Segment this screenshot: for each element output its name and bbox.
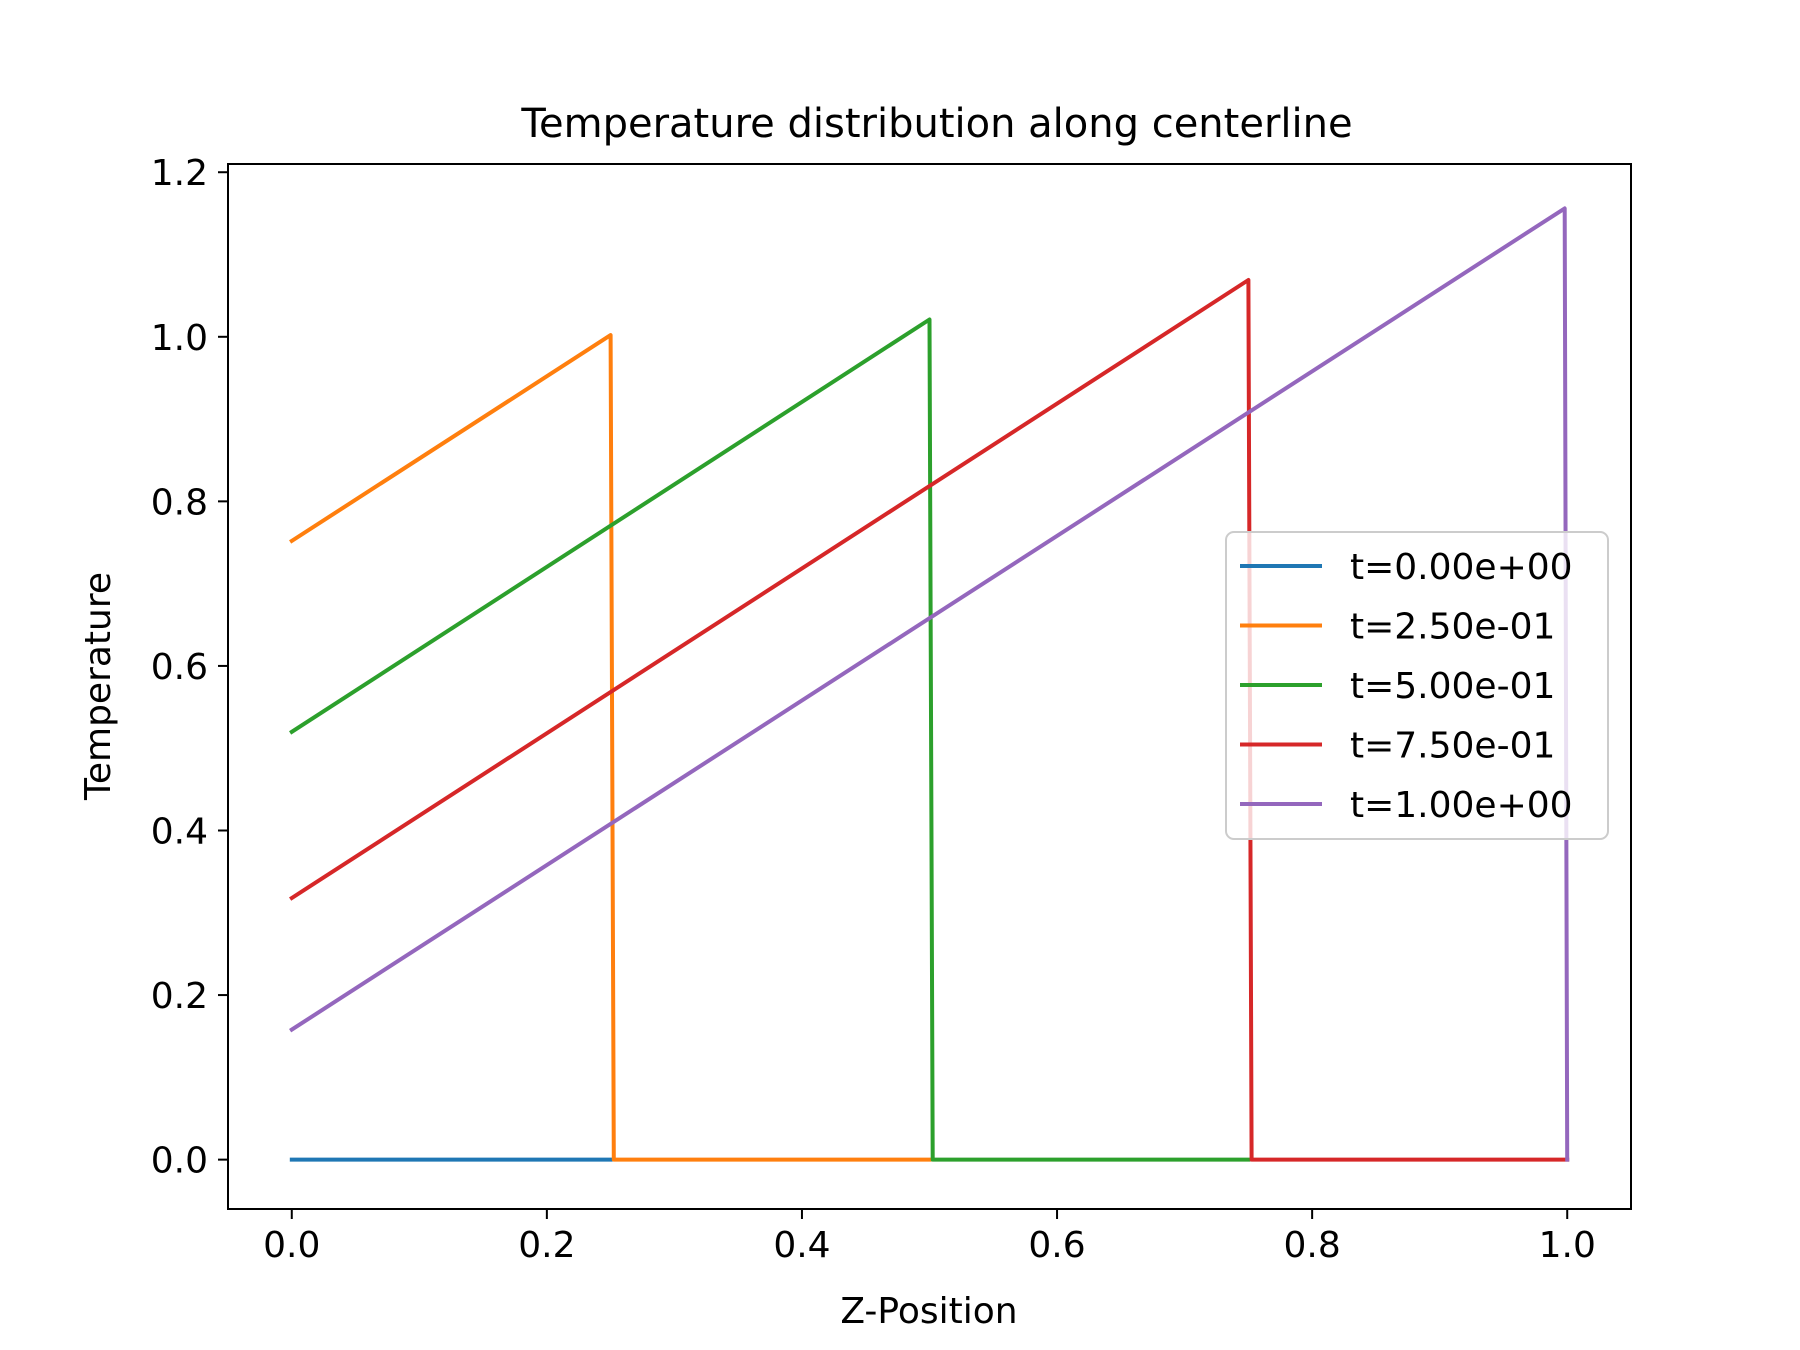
legend-label-3: t=7.50e-01 xyxy=(1350,726,1555,767)
legend-label-1: t=2.50e-01 xyxy=(1350,607,1555,648)
x-axis-label: Z-Position xyxy=(840,1291,1017,1332)
series-line-2 xyxy=(289,317,1251,1162)
y-axis: 0.0 0.2 0.4 0.6 0.8 1.0 1.2 xyxy=(151,153,228,1182)
x-tick-label: 0.4 xyxy=(773,1225,830,1266)
x-tick-label: 0.6 xyxy=(1028,1225,1085,1266)
y-tick-label: 0.0 xyxy=(151,1141,208,1182)
legend: t=0.00e+00 t=2.50e-01 t=5.00e-01 t=7.50e-01… xyxy=(1225,531,1609,840)
x-tick-label: 0.0 xyxy=(263,1225,320,1266)
legend-label-0: t=0.00e+00 xyxy=(1350,547,1573,588)
y-tick-label: 0.8 xyxy=(151,482,208,523)
legend-label-2: t=5.00e-01 xyxy=(1350,666,1555,707)
y-tick-label: 0.2 xyxy=(151,976,208,1017)
x-tick-label: 0.2 xyxy=(518,1225,575,1266)
y-tick-label: 1.2 xyxy=(151,153,208,194)
chart-title: Temperature distribution along centerlin… xyxy=(520,101,1352,147)
x-tick-label: 0.8 xyxy=(1284,1225,1341,1266)
x-axis: 0.0 0.2 0.4 0.6 0.8 1.0 xyxy=(263,1209,1596,1266)
legend-label-4: t=1.00e+00 xyxy=(1350,785,1573,826)
series-line-1 xyxy=(289,333,932,1162)
x-tick-label: 1.0 xyxy=(1539,1225,1596,1266)
axes-frame xyxy=(227,163,1632,1210)
series-line-4 xyxy=(289,206,1570,1162)
y-tick-label: 0.4 xyxy=(151,811,208,852)
y-tick-label: 0.6 xyxy=(151,647,208,688)
legend-entries: t=0.00e+00 t=2.50e-01 t=5.00e-01 t=7.50e-01… xyxy=(1240,547,1573,826)
y-tick-label: 1.0 xyxy=(151,318,208,359)
y-axis-label: Temperature xyxy=(78,572,119,801)
legend-box xyxy=(1225,531,1609,840)
